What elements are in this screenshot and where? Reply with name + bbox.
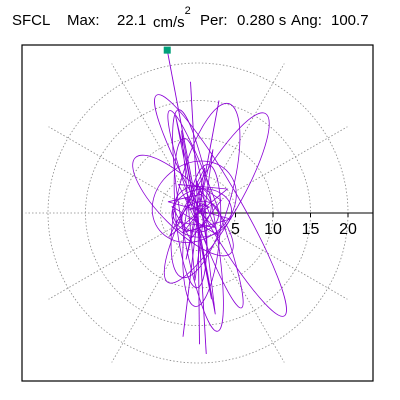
max-unit: cm/s2 (153, 5, 191, 31)
peak-marker (163, 46, 171, 54)
grid-spoke-330 (197, 212, 348, 300)
trace-spike-3 (197, 212, 200, 345)
motion-trace (132, 50, 287, 355)
trace-path (167, 115, 232, 315)
station-code: SFCL (12, 12, 51, 29)
radial-tick-label-15: 15 (302, 221, 320, 238)
ang-value: 100.7 (331, 12, 369, 29)
radial-axis: 5 10 15 20 (198, 212, 373, 238)
trace-spike-1 (190, 81, 199, 214)
grid-spoke-30 (197, 126, 348, 214)
radial-tick-label-20: 20 (339, 221, 357, 238)
per-label: Per: (200, 12, 228, 29)
grid-spoke-60 (197, 63, 285, 214)
trace-loop-6 (182, 164, 222, 307)
radial-tick-label-10: 10 (264, 221, 282, 238)
max-unit-base: cm/s (153, 14, 185, 31)
trace-loop-2 (170, 102, 241, 279)
trace-loop-5 (132, 154, 234, 257)
ang-label: Ang: (291, 12, 322, 29)
trace-spike-4 (182, 212, 199, 337)
max-value: 22.1 (117, 12, 147, 29)
grid-spoke-300 (197, 212, 285, 363)
per-value: 0.280 s (237, 12, 287, 29)
peak-marker-layer (163, 46, 171, 54)
radial-tick-label-5: 5 (231, 221, 240, 238)
max-label: Max: (67, 12, 100, 29)
chart-header: SFCL Max: 22.1 cm/s2 Per: 0.280 s Ang: 1… (0, 5, 400, 36)
trace-loop-8 (151, 160, 237, 243)
max-unit-exponent: 2 (184, 5, 191, 17)
grid-spoke-150 (48, 126, 199, 214)
grid-spoke-120 (111, 63, 199, 214)
trace-loop-7 (167, 110, 244, 309)
